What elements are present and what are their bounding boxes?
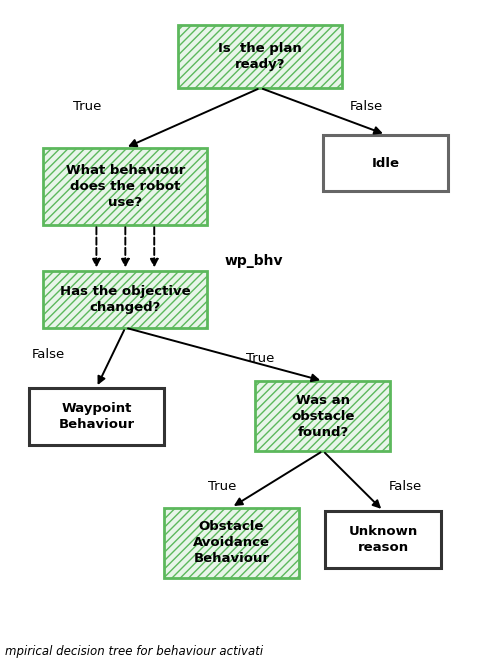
Text: False: False xyxy=(32,348,65,361)
FancyBboxPatch shape xyxy=(255,381,390,452)
FancyBboxPatch shape xyxy=(43,272,207,328)
FancyBboxPatch shape xyxy=(323,135,448,192)
Text: mpirical decision tree for behaviour activati: mpirical decision tree for behaviour act… xyxy=(5,645,263,658)
Text: What behaviour
does the robot
use?: What behaviour does the robot use? xyxy=(66,164,185,209)
Text: Obstacle
Avoidance
Behaviour: Obstacle Avoidance Behaviour xyxy=(193,520,270,565)
FancyBboxPatch shape xyxy=(29,388,164,445)
Text: True: True xyxy=(73,100,101,113)
Text: Has the objective
changed?: Has the objective changed? xyxy=(60,285,191,314)
Text: Was an
obstacle
found?: Was an obstacle found? xyxy=(291,394,355,439)
Text: Is  the plan
ready?: Is the plan ready? xyxy=(218,42,302,71)
Text: False: False xyxy=(350,100,383,113)
Text: Idle: Idle xyxy=(372,157,400,170)
FancyBboxPatch shape xyxy=(43,272,207,328)
FancyBboxPatch shape xyxy=(43,149,207,225)
Text: wp_bhv: wp_bhv xyxy=(224,254,282,268)
FancyBboxPatch shape xyxy=(255,381,390,452)
Text: False: False xyxy=(388,480,421,493)
FancyBboxPatch shape xyxy=(164,508,299,577)
FancyBboxPatch shape xyxy=(178,25,342,89)
FancyBboxPatch shape xyxy=(43,149,207,225)
FancyBboxPatch shape xyxy=(178,25,342,89)
FancyBboxPatch shape xyxy=(164,508,299,577)
Text: Unknown
reason: Unknown reason xyxy=(348,525,418,554)
Text: True: True xyxy=(246,352,274,365)
Text: True: True xyxy=(208,480,236,493)
Text: Waypoint
Behaviour: Waypoint Behaviour xyxy=(58,402,134,431)
FancyBboxPatch shape xyxy=(325,511,441,567)
